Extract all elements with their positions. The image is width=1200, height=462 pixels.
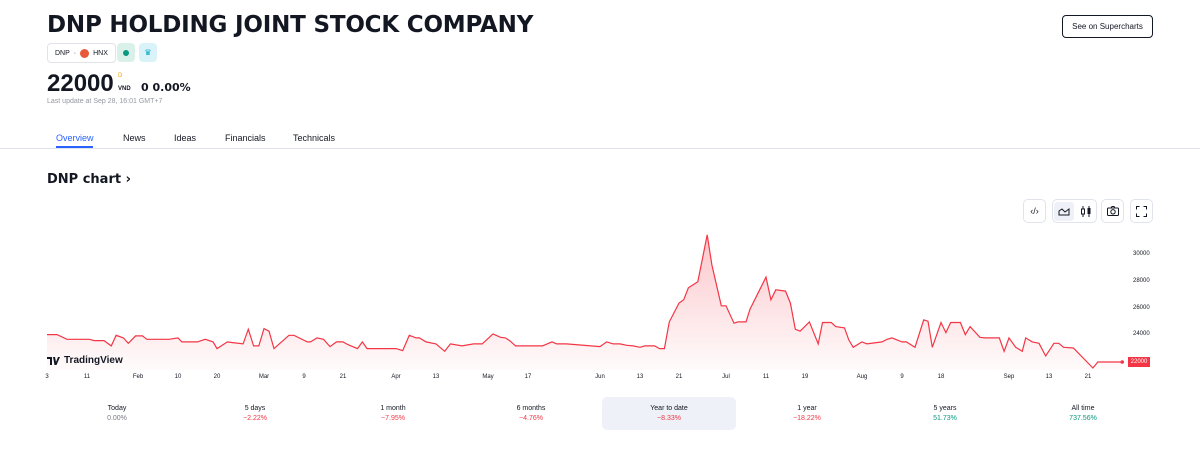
currency-label: VND [118, 86, 131, 92]
period-label: 1 month [380, 405, 406, 412]
period-change: 0.00% [107, 415, 127, 422]
x-tick-label: 21 [339, 374, 347, 380]
period-5-years[interactable]: 5 years 51.73% [878, 397, 1012, 430]
period-all-time[interactable]: All time 737.56% [1016, 397, 1150, 430]
exchange-label: HNX [93, 49, 108, 57]
price-line [47, 234, 1123, 369]
x-tick-label: Jun [595, 374, 605, 380]
embed-button[interactable]: ‹/› [1023, 199, 1046, 223]
tab-financials[interactable]: Financials [225, 133, 266, 143]
period-change: 737.56% [1069, 415, 1097, 422]
x-tick-label: 13 [1045, 374, 1053, 380]
price-change: 0 0.00% [141, 81, 191, 94]
tab-ideas[interactable]: Ideas [174, 133, 197, 143]
see-on-supercharts-button[interactable]: See on Supercharts [1062, 15, 1153, 38]
fullscreen-icon [1136, 205, 1147, 217]
x-tick-label: 9 [302, 374, 306, 380]
x-tick-label: Jul [722, 374, 730, 380]
period-label: 6 months [516, 405, 546, 412]
period-change: −8.33% [657, 415, 681, 422]
company-title: DNP HOLDING JOINT STOCK COMPANY [47, 12, 534, 38]
period-change: −2.22% [243, 415, 267, 422]
period-label: Today [107, 405, 127, 412]
x-tick-label: 11 [83, 374, 91, 380]
x-tick-label: 21 [675, 374, 683, 380]
x-tick-label: 13 [432, 374, 440, 380]
period-label: 5 years [933, 405, 957, 412]
x-tick-label: Sep [1003, 374, 1015, 380]
period-label: All time [1071, 405, 1095, 412]
chart-heading-text: DNP chart [47, 172, 122, 187]
y-tick-label: 26000 [1133, 304, 1150, 311]
last-price-label: 22000 [1128, 357, 1150, 367]
last-update: Last update at Sep 28, 16:01 GMT+7 [47, 98, 163, 105]
period-1-year[interactable]: 1 year −18.22% [740, 397, 874, 430]
price-marker: D [118, 73, 123, 79]
separator: · [73, 49, 77, 57]
crown-icon: ♛ [144, 48, 152, 57]
period-1-month[interactable]: 1 month −7.95% [326, 397, 460, 430]
y-tick-label: 30000 [1133, 251, 1150, 257]
area-chart-button[interactable] [1053, 201, 1074, 221]
tab-overview[interactable]: Overview [56, 133, 94, 143]
symbol-label: DNP [55, 49, 70, 57]
x-tick-label: Feb [132, 374, 144, 380]
screenshot-button[interactable] [1101, 199, 1124, 223]
candles-icon [1080, 205, 1090, 217]
tradingview-logo-icon [47, 357, 60, 365]
y-tick-label: 28000 [1133, 277, 1150, 284]
period-label: Year to date [650, 405, 688, 412]
camera-icon [1106, 206, 1119, 216]
x-tick-label: 9 [900, 374, 904, 380]
chart-style-group [1052, 199, 1097, 223]
x-tick-label: May [482, 374, 494, 380]
x-tick-label: 17 [524, 374, 532, 380]
chart-heading-link[interactable]: DNP chart › [47, 172, 131, 187]
period-change: −7.95% [381, 415, 405, 422]
price-chart[interactable] [0, 225, 1200, 370]
x-tick-label: 11 [762, 374, 770, 380]
period-change: −4.76% [519, 415, 543, 422]
period-6-months[interactable]: 6 months −4.76% [464, 397, 598, 430]
price-value: 22000 [47, 70, 114, 97]
crown-badge[interactable]: ♛ [139, 43, 157, 62]
period-today[interactable]: Today 0.00% [50, 397, 184, 430]
x-tick-label: Apr [391, 374, 401, 380]
tab-news[interactable]: News [123, 133, 146, 143]
x-tick-label: 19 [801, 374, 809, 380]
fullscreen-button[interactable] [1130, 199, 1153, 223]
tradingview-logo-text: TradingView [64, 355, 123, 366]
active-tab-indicator [56, 146, 93, 148]
period-label: 5 days [244, 405, 266, 412]
x-tick-label: 18 [937, 374, 945, 380]
period-5-days[interactable]: 5 days −2.22% [188, 397, 322, 430]
tab-technicals[interactable]: Technicals [293, 133, 336, 143]
divider [0, 148, 1200, 149]
embed-code-icon: ‹/› [1030, 206, 1039, 216]
x-tick-label: 13 [636, 374, 644, 380]
x-tick-label: 10 [174, 374, 182, 380]
period-label: 1 year [797, 405, 817, 412]
x-tick-label: Aug [856, 374, 868, 380]
x-tick-label: Mar [258, 374, 270, 380]
y-tick-label: 24000 [1133, 331, 1150, 338]
vietnam-flag-icon [80, 48, 90, 58]
candles-button[interactable] [1076, 202, 1096, 221]
chevron-right-icon: › [125, 172, 131, 187]
x-tick-label: 21 [1084, 374, 1092, 380]
period-change: 51.73% [933, 415, 957, 422]
x-tick-label: 3 [45, 374, 49, 380]
period-change: −18.22% [793, 415, 821, 422]
status-dot-icon [123, 49, 129, 56]
symbol-badge[interactable]: DNP · HNX [47, 43, 116, 63]
x-tick-label: 20 [213, 374, 221, 380]
area-chart-icon [1058, 207, 1069, 215]
price-area-fill [47, 234, 1123, 370]
period-year-to-date[interactable]: Year to date −8.33% [602, 397, 736, 430]
market-status-badge[interactable] [117, 43, 135, 62]
tradingview-logo[interactable]: TradingView [47, 355, 123, 367]
data-point [1120, 360, 1125, 364]
